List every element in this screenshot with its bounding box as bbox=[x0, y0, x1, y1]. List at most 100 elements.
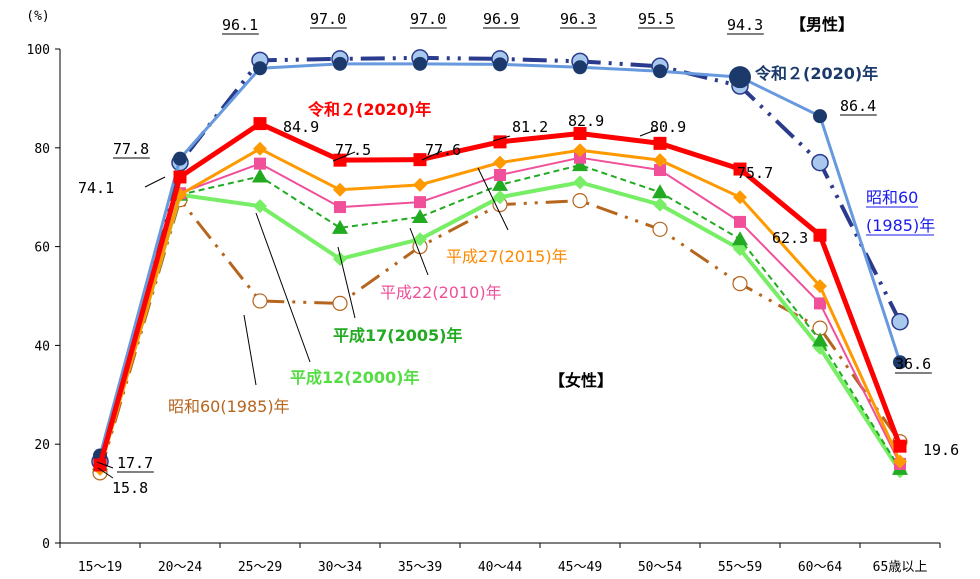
data-point bbox=[893, 355, 907, 370]
y-tick-label: 80 bbox=[34, 142, 50, 157]
x-tick-label: 55～59 bbox=[718, 560, 762, 575]
data-label-female: 84.9 bbox=[283, 118, 319, 136]
x-tick-label: 65歳以上 bbox=[873, 560, 928, 575]
series-label-female-2000: 平成12(2000)年 bbox=[290, 368, 419, 387]
x-tick-label: 15～19 bbox=[78, 560, 122, 575]
data-label-male: 96.3 bbox=[560, 10, 596, 28]
data-point bbox=[253, 199, 267, 214]
data-point bbox=[332, 219, 348, 234]
data-point bbox=[893, 439, 907, 453]
data-label-female: 74.1 bbox=[78, 179, 114, 197]
data-point bbox=[734, 215, 746, 228]
data-point bbox=[653, 64, 667, 79]
label-leader bbox=[243, 314, 257, 386]
label-leader bbox=[337, 246, 356, 319]
data-label-male: 17.7 bbox=[117, 454, 153, 472]
data-label-male: 77.8 bbox=[113, 140, 149, 158]
data-label-male: 95.5 bbox=[638, 10, 674, 28]
data-label-female: 75.7 bbox=[737, 164, 773, 182]
data-point bbox=[573, 60, 587, 75]
x-tick-label: 25～29 bbox=[238, 560, 282, 575]
data-point bbox=[573, 175, 587, 190]
series-label-female-2015: 平成27(2015)年 bbox=[446, 247, 568, 266]
label-leader bbox=[421, 150, 443, 161]
data-point bbox=[814, 297, 826, 310]
label-leader bbox=[97, 467, 114, 479]
data-point bbox=[652, 221, 668, 237]
x-tick-label: 45～49 bbox=[558, 560, 602, 575]
data-point bbox=[574, 151, 586, 164]
series-label-male-1985: 昭和60 bbox=[866, 188, 918, 207]
data-point bbox=[413, 153, 427, 167]
series-label-female-2005: 平成17(2005)年 bbox=[333, 326, 462, 345]
data-point bbox=[253, 117, 267, 131]
x-tick-label: 60～64 bbox=[798, 560, 842, 575]
x-tick-label: 50～54 bbox=[638, 560, 682, 575]
data-label-male: 96.1 bbox=[222, 16, 258, 34]
data-point bbox=[813, 109, 827, 124]
data-point bbox=[173, 170, 187, 184]
label-leader bbox=[144, 176, 166, 188]
data-point bbox=[333, 56, 347, 71]
data-point bbox=[813, 228, 827, 242]
data-point bbox=[573, 143, 587, 158]
data-point bbox=[413, 177, 427, 192]
x-tick-label: 20～24 bbox=[158, 560, 202, 575]
data-point bbox=[493, 135, 507, 149]
data-point bbox=[573, 126, 587, 140]
data-label-female: 62.3 bbox=[772, 229, 808, 247]
data-label-female: 80.9 bbox=[650, 118, 686, 136]
series-label-female-2020: 令和２(2020)年 bbox=[307, 100, 431, 119]
data-point bbox=[733, 190, 747, 205]
data-point bbox=[253, 61, 267, 76]
data-point bbox=[652, 184, 668, 199]
x-tick-label: 30～34 bbox=[318, 560, 362, 575]
data-point bbox=[332, 295, 348, 312]
data-point bbox=[732, 231, 748, 246]
y-tick-label: 60 bbox=[34, 241, 50, 256]
label-leader bbox=[255, 212, 311, 363]
data-point bbox=[252, 168, 268, 183]
data-point bbox=[733, 162, 747, 176]
data-point bbox=[333, 182, 347, 197]
data-point bbox=[494, 168, 506, 181]
data-label-male: 97.0 bbox=[310, 10, 346, 28]
series-line-男性-6 bbox=[98, 55, 902, 463]
data-point bbox=[653, 153, 667, 168]
label-leader bbox=[96, 461, 114, 469]
series-label-male-2020: 令和２(2020)年 bbox=[754, 64, 878, 83]
label-leader bbox=[409, 227, 429, 276]
data-point bbox=[653, 136, 667, 150]
data-point bbox=[493, 155, 507, 170]
data-label-female: 82.9 bbox=[568, 112, 604, 130]
y-tick-label: 40 bbox=[34, 339, 50, 354]
data-point bbox=[572, 193, 588, 209]
data-label-female: 19.6 bbox=[923, 441, 959, 459]
data-point bbox=[813, 279, 827, 294]
data-point bbox=[812, 332, 828, 347]
data-point bbox=[413, 232, 427, 247]
series-label-female-1985: 昭和60(1985)年 bbox=[168, 397, 290, 416]
data-point bbox=[253, 141, 267, 156]
data-label-male: 36.6 bbox=[895, 355, 931, 373]
data-point bbox=[173, 151, 187, 166]
data-label-male: 97.0 bbox=[410, 10, 446, 28]
series-line-女性-1 bbox=[98, 180, 902, 473]
data-point bbox=[334, 201, 346, 214]
data-point bbox=[254, 157, 266, 170]
label-leader bbox=[639, 128, 659, 137]
data-point bbox=[413, 56, 427, 71]
data-point bbox=[412, 208, 428, 223]
label-leader bbox=[332, 151, 356, 162]
data-point bbox=[653, 197, 667, 212]
x-tick-label: 40～44 bbox=[478, 560, 522, 575]
y-tick-label: 100 bbox=[27, 43, 50, 58]
data-point bbox=[93, 458, 107, 472]
data-point bbox=[729, 66, 751, 89]
group-label-female: 【女性】 bbox=[549, 371, 613, 390]
data-point bbox=[493, 57, 507, 72]
data-point bbox=[891, 312, 909, 331]
data-point bbox=[492, 176, 508, 191]
